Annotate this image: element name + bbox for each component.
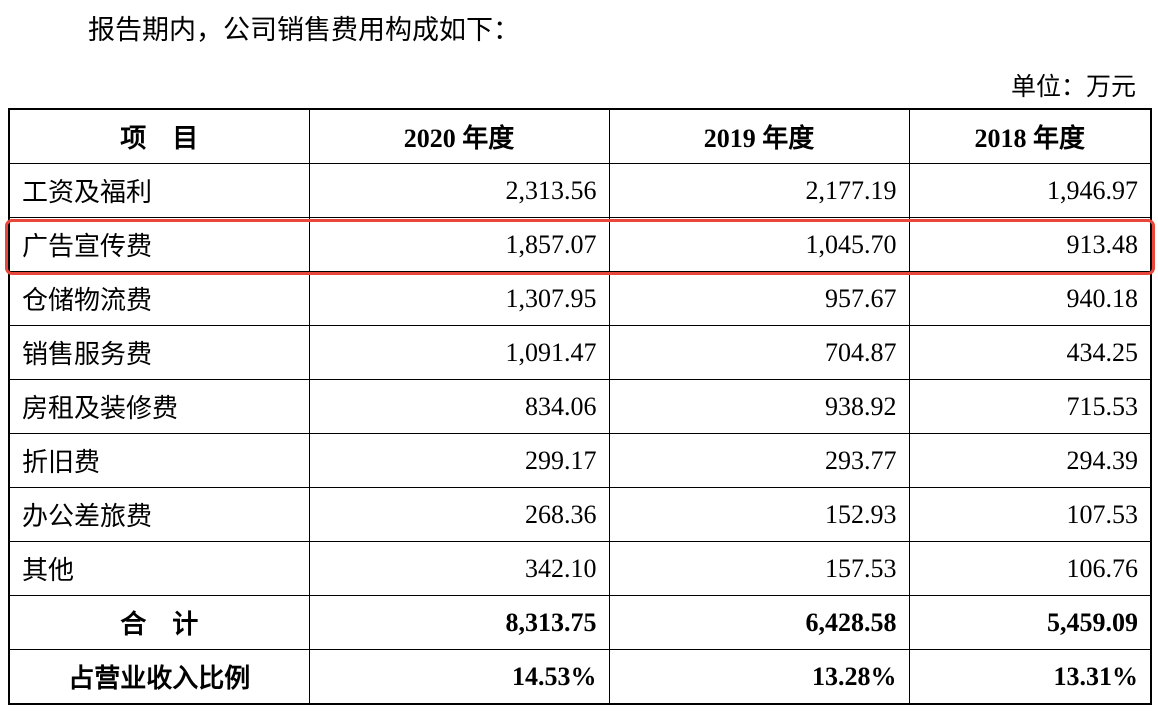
row-label: 占营业收入比例 xyxy=(8,649,310,705)
cell-value: 13.28% xyxy=(608,649,910,705)
cell-value: 938.92 xyxy=(608,379,910,434)
cell-value: 957.67 xyxy=(608,271,910,326)
cell-value: 2,177.19 xyxy=(608,163,910,218)
cell-value: 299.17 xyxy=(308,433,610,488)
cell-value: 13.31% xyxy=(908,649,1152,705)
cell-value: 1,857.07 xyxy=(308,217,610,272)
table-row: 仓储物流费 1,307.95 957.67 940.18 xyxy=(8,271,1152,326)
cell-value: 107.53 xyxy=(908,487,1152,542)
cell-value: 2,313.56 xyxy=(308,163,610,218)
cell-value: 1,307.95 xyxy=(308,271,610,326)
row-label: 折旧费 xyxy=(8,433,310,488)
table-row: 占营业收入比例 14.53% 13.28% 13.31% xyxy=(8,649,1152,705)
cell-value: 704.87 xyxy=(608,325,910,380)
cell-value: 294.39 xyxy=(908,433,1152,488)
cell-value: 106.76 xyxy=(908,541,1152,596)
cell-value: 293.77 xyxy=(608,433,910,488)
table-row: 办公差旅费 268.36 152.93 107.53 xyxy=(8,487,1152,542)
cell-value: 913.48 xyxy=(908,217,1152,272)
row-label: 办公差旅费 xyxy=(8,487,310,542)
table-body: 工资及福利 2,313.56 2,177.19 1,946.97 广告宣传费 1,857.… xyxy=(8,163,1152,705)
intro-text: 报告期内，公司销售费用构成如下： xyxy=(88,15,520,45)
cell-value: 342.10 xyxy=(308,541,610,596)
cell-value: 5,459.09 xyxy=(908,595,1152,650)
table-row: 折旧费 299.17 293.77 294.39 xyxy=(8,433,1152,488)
cell-value: 6,428.58 xyxy=(608,595,910,650)
cell-value: 157.53 xyxy=(608,541,910,596)
cell-value: 152.93 xyxy=(608,487,910,542)
header-row: 项 目 2020 年度 2019 年度 2018 年度 xyxy=(8,108,1152,164)
table-row: 销售服务费 1,091.47 704.87 434.25 xyxy=(8,325,1152,380)
table-row: 广告宣传费 1,857.07 1,045.70 913.48 xyxy=(8,217,1152,272)
row-label: 广告宣传费 xyxy=(8,217,310,272)
table-row: 房租及装修费 834.06 938.92 715.53 xyxy=(8,379,1152,434)
cell-value: 1,045.70 xyxy=(608,217,910,272)
row-label: 其他 xyxy=(8,541,310,596)
cell-value: 715.53 xyxy=(908,379,1152,434)
expense-table: 项 目 2020 年度 2019 年度 2018 年度 工资及福利 2,313.56 2,… xyxy=(8,108,1152,705)
row-label: 销售服务费 xyxy=(8,325,310,380)
table-row: 工资及福利 2,313.56 2,177.19 1,946.97 xyxy=(8,163,1152,218)
cell-value: 940.18 xyxy=(908,271,1152,326)
cell-value: 8,313.75 xyxy=(308,595,610,650)
cell-value: 14.53% xyxy=(308,649,610,705)
table-head: 项 目 2020 年度 2019 年度 2018 年度 xyxy=(8,108,1152,164)
cell-value: 268.36 xyxy=(308,487,610,542)
row-label: 房租及装修费 xyxy=(8,379,310,434)
row-label: 合 计 xyxy=(8,595,310,650)
column-header: 项 目 xyxy=(8,108,310,164)
row-label: 仓储物流费 xyxy=(8,271,310,326)
row-label: 工资及福利 xyxy=(8,163,310,218)
cell-value: 1,946.97 xyxy=(908,163,1152,218)
column-header: 2020 年度 xyxy=(308,108,610,164)
cell-value: 834.06 xyxy=(308,379,610,434)
cell-value: 1,091.47 xyxy=(308,325,610,380)
table-row: 合 计 8,313.75 6,428.58 5,459.09 xyxy=(8,595,1152,650)
cell-value: 434.25 xyxy=(908,325,1152,380)
unit-label: 单位：万元 xyxy=(1010,74,1136,101)
table-row: 其他 342.10 157.53 106.76 xyxy=(8,541,1152,596)
column-header: 2019 年度 xyxy=(608,108,910,164)
column-header: 2018 年度 xyxy=(908,108,1152,164)
